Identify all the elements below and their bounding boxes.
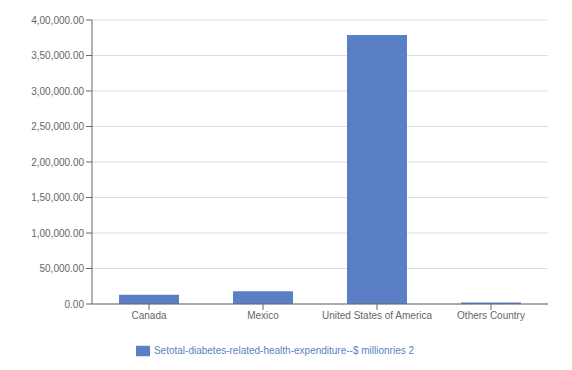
svg-text:Others Country: Others Country bbox=[457, 310, 525, 321]
svg-text:4,00,000.00: 4,00,000.00 bbox=[31, 15, 84, 26]
svg-text:Canada: Canada bbox=[131, 310, 166, 321]
svg-text:2,50,000.00: 2,50,000.00 bbox=[31, 121, 84, 132]
svg-text:50,000.00: 50,000.00 bbox=[40, 263, 85, 274]
svg-text:0.00: 0.00 bbox=[65, 299, 85, 310]
svg-text:United States of America: United States of America bbox=[322, 310, 432, 321]
svg-text:2,00,000.00: 2,00,000.00 bbox=[31, 157, 84, 168]
svg-text:1,50,000.00: 1,50,000.00 bbox=[31, 192, 84, 203]
svg-text:Mexico: Mexico bbox=[247, 310, 279, 321]
svg-text:3,00,000.00: 3,00,000.00 bbox=[31, 86, 84, 97]
svg-text:3,50,000.00: 3,50,000.00 bbox=[31, 50, 84, 61]
html-text:Setotal-diabetes-related-healt: Setotal-diabetes-related-health-expendit… bbox=[153, 344, 415, 356]
svg-text:1,00,000.00: 1,00,000.00 bbox=[31, 228, 84, 239]
